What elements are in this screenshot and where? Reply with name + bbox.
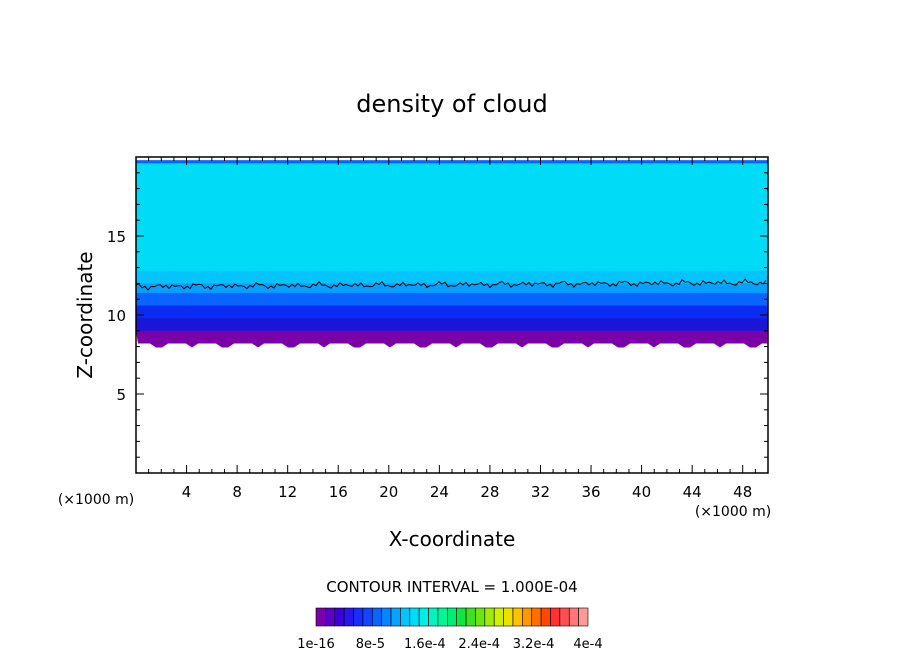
density-band	[136, 163, 768, 272]
x-tick-label: 12	[278, 483, 297, 501]
x-tick-label: 20	[379, 483, 398, 501]
y-tick-label: 15	[107, 228, 126, 246]
colorbar-swatch	[315, 607, 326, 627]
contour-line	[135, 278, 767, 291]
colorbar-swatch	[325, 607, 336, 627]
contour-interval-label: CONTOUR INTERVAL = 1.000E-04	[326, 578, 577, 596]
colorbar-swatch	[400, 607, 411, 627]
density-band	[136, 318, 768, 332]
colorbar-label: 1.6e-4	[404, 637, 446, 652]
density-fill	[136, 160, 768, 348]
colorbar-swatch	[447, 607, 457, 627]
colorbar-swatch	[493, 607, 504, 627]
density-band	[136, 330, 768, 348]
y-unit-label: (×1000 m)	[58, 492, 134, 508]
colorbar-swatch	[465, 607, 476, 627]
colorbar-labels: 1e-16 8e-5 1.6e-4 2.4e-4 3.2e-4 4e-4	[297, 637, 602, 652]
colorbar-swatch	[353, 607, 364, 627]
colorbar-swatch	[559, 607, 570, 627]
colorbar-swatch	[475, 607, 486, 627]
y-tick-label: 5	[116, 386, 126, 404]
density-band	[136, 160, 768, 164]
colorbar-swatch	[503, 607, 514, 627]
colorbar-swatch	[522, 607, 533, 627]
colorbar-swatch	[531, 607, 542, 627]
colorbar-swatch	[540, 607, 551, 627]
colorbar-swatch	[409, 607, 420, 627]
y-tick-label: 10	[107, 307, 126, 325]
x-tick-label: 8	[232, 483, 242, 501]
colorbar-swatch	[371, 607, 382, 627]
colorbar-swatch	[390, 607, 401, 627]
colorbar-swatch	[456, 607, 467, 627]
x-tick-label: 44	[683, 483, 702, 501]
x-unit-label: (×1000 m)	[695, 504, 771, 520]
chart-title: density of cloud	[356, 90, 547, 118]
x-axis-label: X-coordinate	[389, 527, 516, 551]
colorbar-swatch	[334, 607, 345, 627]
colorbar-label: 4e-4	[573, 637, 602, 652]
colorbar-label: 8e-5	[356, 637, 385, 652]
x-tick-label: 32	[531, 483, 550, 501]
x-tick-label: 40	[632, 483, 651, 501]
colorbar-swatch	[437, 607, 448, 627]
colorbar-swatch	[512, 607, 523, 627]
density-band	[136, 305, 768, 319]
x-axis: 4 8 12 16 20 24 28 32 36 40 44 48	[148, 157, 769, 501]
x-tick-label: 16	[329, 483, 348, 501]
x-tick-label: 24	[430, 483, 449, 501]
colorbar-swatch	[418, 607, 429, 627]
density-band	[136, 283, 768, 294]
colorbar-label: 2.4e-4	[458, 637, 500, 652]
colorbar-swatch	[484, 607, 495, 627]
colorbar-swatch	[381, 607, 392, 627]
density-band	[136, 292, 768, 307]
x-tick-label: 36	[581, 483, 600, 501]
x-tick-label: 28	[480, 483, 499, 501]
x-tick-label: 4	[182, 483, 192, 501]
density-band	[136, 270, 768, 284]
y-axis: 5 10 15	[107, 172, 768, 458]
colorbar-swatch	[568, 607, 579, 627]
x-tick-label: 48	[733, 483, 752, 501]
colorbar-swatch	[428, 607, 439, 627]
colorbar-swatch	[550, 607, 561, 627]
colorbar-label: 3.2e-4	[513, 637, 555, 652]
colorbar-swatch	[362, 607, 373, 627]
colorbar-swatch	[578, 607, 589, 627]
y-axis-label: Z-coordinate	[73, 251, 97, 378]
colorbar-label: 1e-16	[297, 637, 335, 652]
colorbar	[315, 607, 589, 627]
colorbar-swatch	[343, 607, 354, 627]
